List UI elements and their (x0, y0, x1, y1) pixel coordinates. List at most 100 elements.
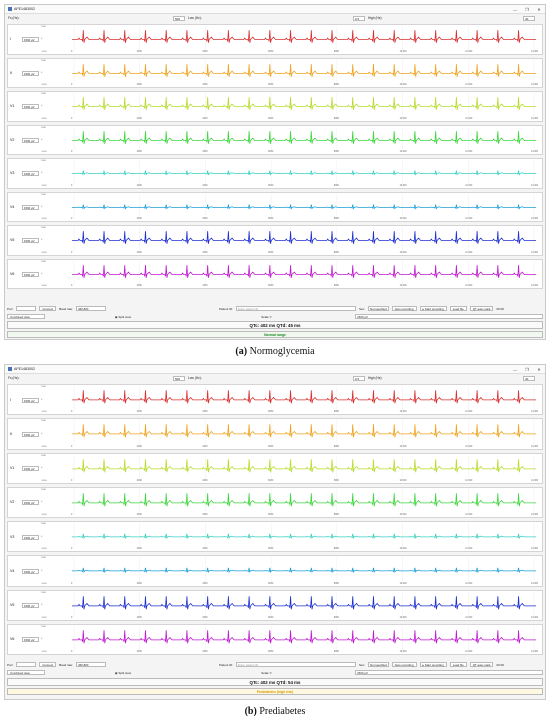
split-view-label: Split view (118, 670, 132, 675)
y-tick-label: 0 (41, 569, 43, 572)
x-tick-label: 8000 (333, 184, 339, 187)
low-field[interactable]: 0.5 (353, 15, 365, 21)
x-tick-label: 14,000 (531, 285, 539, 287)
connect-button[interactable]: Connect (39, 306, 57, 311)
x-tick-label: 2000 (136, 251, 142, 254)
x-tick-label: 0 (71, 445, 73, 448)
y-tick-label: 1500 (41, 454, 46, 457)
scale-y-select[interactable]: 1500 µV (355, 314, 543, 319)
start-recording-button[interactable]: ▸ Start recording (419, 662, 447, 667)
fs-field[interactable]: 500 (173, 375, 185, 381)
x-tick-label: 14,000 (531, 184, 539, 187)
patient-id-input[interactable]: Enter patient ID (235, 662, 356, 667)
lead-name: V5 (10, 238, 15, 243)
fs-field[interactable]: 500 (173, 15, 185, 21)
y-tick-label: 1500 (41, 625, 46, 628)
lead-scale-select[interactable]: 1500 µV (22, 500, 39, 506)
lead-name: V5 (10, 603, 15, 608)
lead-scale-select[interactable]: 1500 µV (22, 137, 39, 143)
y-tick-label: 1500 (41, 557, 46, 560)
y-tick-label: 0 (41, 205, 43, 208)
baud-label: Baud rate: (59, 306, 73, 311)
lead-scale-select[interactable]: 1500 µV (22, 431, 39, 437)
x-tick-label: 2000 (136, 50, 142, 53)
x-tick-label: 8000 (333, 582, 339, 585)
qt-auto-mark-button[interactable]: QT auto-mark (469, 306, 494, 311)
y-tick-label: 1500 (41, 193, 46, 196)
lead-name: V2 (10, 500, 15, 505)
lead-name: II (10, 431, 12, 436)
lead-scale-select[interactable]: 1500 µV (22, 534, 39, 540)
lead-name: V1 (10, 466, 15, 471)
lead-scale-select[interactable]: 1500 µV (22, 37, 39, 43)
y-axis-ticks: 1500 0 -1500 (41, 489, 53, 518)
x-tick-label: 10,000 (399, 218, 407, 220)
y-axis-ticks: 1500 0 -1500 (41, 626, 53, 655)
x-tick-label: 10,000 (399, 548, 407, 551)
y-tick-label: 1500 (41, 26, 46, 28)
x-tick-label: 8000 (333, 285, 339, 287)
load-file-button[interactable]: Load file (449, 306, 467, 311)
port-select[interactable] (16, 662, 37, 667)
combined-view-radio[interactable]: Combined view (7, 670, 45, 675)
x-tick-label: 10,000 (399, 582, 407, 585)
close-icon[interactable]: ✕ (537, 6, 541, 12)
x-tick-label: 0 (71, 651, 73, 653)
port-select[interactable] (16, 306, 37, 311)
maximize-icon[interactable]: ❐ (525, 6, 529, 12)
x-tick-label: 10,000 (399, 616, 407, 619)
x-tick-label: 2000 (136, 218, 142, 220)
connect-button[interactable]: Connect (39, 662, 57, 667)
app-icon (8, 7, 12, 11)
sex-select[interactable]: Not specified (368, 306, 389, 311)
x-tick-label: 2000 (136, 151, 142, 153)
y-tick-label: -1500 (41, 445, 47, 448)
split-view-radio[interactable]: ◉ Split view (114, 314, 132, 319)
x-tick-label: 14,000 (531, 50, 539, 53)
high-field[interactable]: 40 (523, 375, 535, 381)
lead-scale-select[interactable]: 1500 µV (22, 171, 39, 177)
minimize-icon[interactable]: — (513, 6, 517, 12)
lead-scale-select[interactable]: 1500 µV (22, 637, 39, 643)
view-controls: Combined view ◉ Split view Scale Y: 1500… (7, 669, 543, 676)
lead-scale-select[interactable]: 1500 µV (22, 204, 39, 210)
close-icon[interactable]: ✕ (537, 366, 541, 372)
x-tick-label: 14,000 (531, 84, 539, 86)
combined-view-radio[interactable]: Combined view (7, 314, 45, 319)
sex-select[interactable]: Not specified (368, 662, 389, 667)
lead-scale-select[interactable]: 1500 µV (22, 397, 39, 403)
x-tick-label: 0 (71, 548, 73, 551)
y-tick-label: 0 (41, 535, 43, 538)
split-view-radio[interactable]: ◉ Split view (114, 670, 132, 675)
connection-controls: Port: Connect Baud rate: 460,800 Patient… (7, 661, 543, 668)
scale-y-select[interactable]: 1500 µV (355, 670, 543, 675)
x-tick-label: 2000 (136, 651, 142, 653)
low-field[interactable]: 0.5 (353, 375, 365, 381)
qt-auto-mark-button[interactable]: QT auto-mark (469, 662, 494, 667)
lead-name: V4 (10, 568, 15, 573)
lead-scale-select[interactable]: 1500 µV (22, 568, 39, 574)
start-recording-button[interactable]: ▸ Start recording (419, 306, 447, 311)
lead-scale-select[interactable]: 1500 µV (22, 271, 39, 277)
lead-scale-select[interactable]: 1500 µV (22, 603, 39, 609)
minimize-icon[interactable]: — (513, 366, 517, 372)
x-tick-label: 4000 (202, 479, 208, 482)
lead-scale-select[interactable]: 1500 µV (22, 466, 39, 472)
scale-y-label: Scale Y: (261, 670, 273, 675)
x-tick-label: 6000 (268, 218, 274, 220)
load-file-button[interactable]: Load file (449, 662, 467, 667)
y-tick-label: 0 (41, 172, 43, 175)
auto-recording-toggle[interactable]: Auto recording (391, 306, 417, 311)
lead-name: V3 (10, 171, 15, 176)
lead-scale-select[interactable]: 1500 µV (22, 70, 39, 76)
baud-field[interactable]: 460,800 (75, 306, 106, 311)
lead-scale-select[interactable]: 1500 µV (22, 238, 39, 244)
lead-row: II 1500 µV 1500 0 -1500 0 2000 4000 6000 8000 10,0… (7, 418, 543, 450)
lead-scale-select[interactable]: 1500 µV (22, 104, 39, 110)
x-tick-label: 0 (71, 218, 73, 220)
baud-field[interactable]: 460,800 (75, 662, 106, 667)
patient-id-input[interactable]: Enter patient ID (235, 306, 356, 311)
high-field[interactable]: 40 (523, 15, 535, 21)
auto-recording-toggle[interactable]: Auto recording (391, 662, 417, 667)
maximize-icon[interactable]: ❐ (525, 366, 529, 372)
